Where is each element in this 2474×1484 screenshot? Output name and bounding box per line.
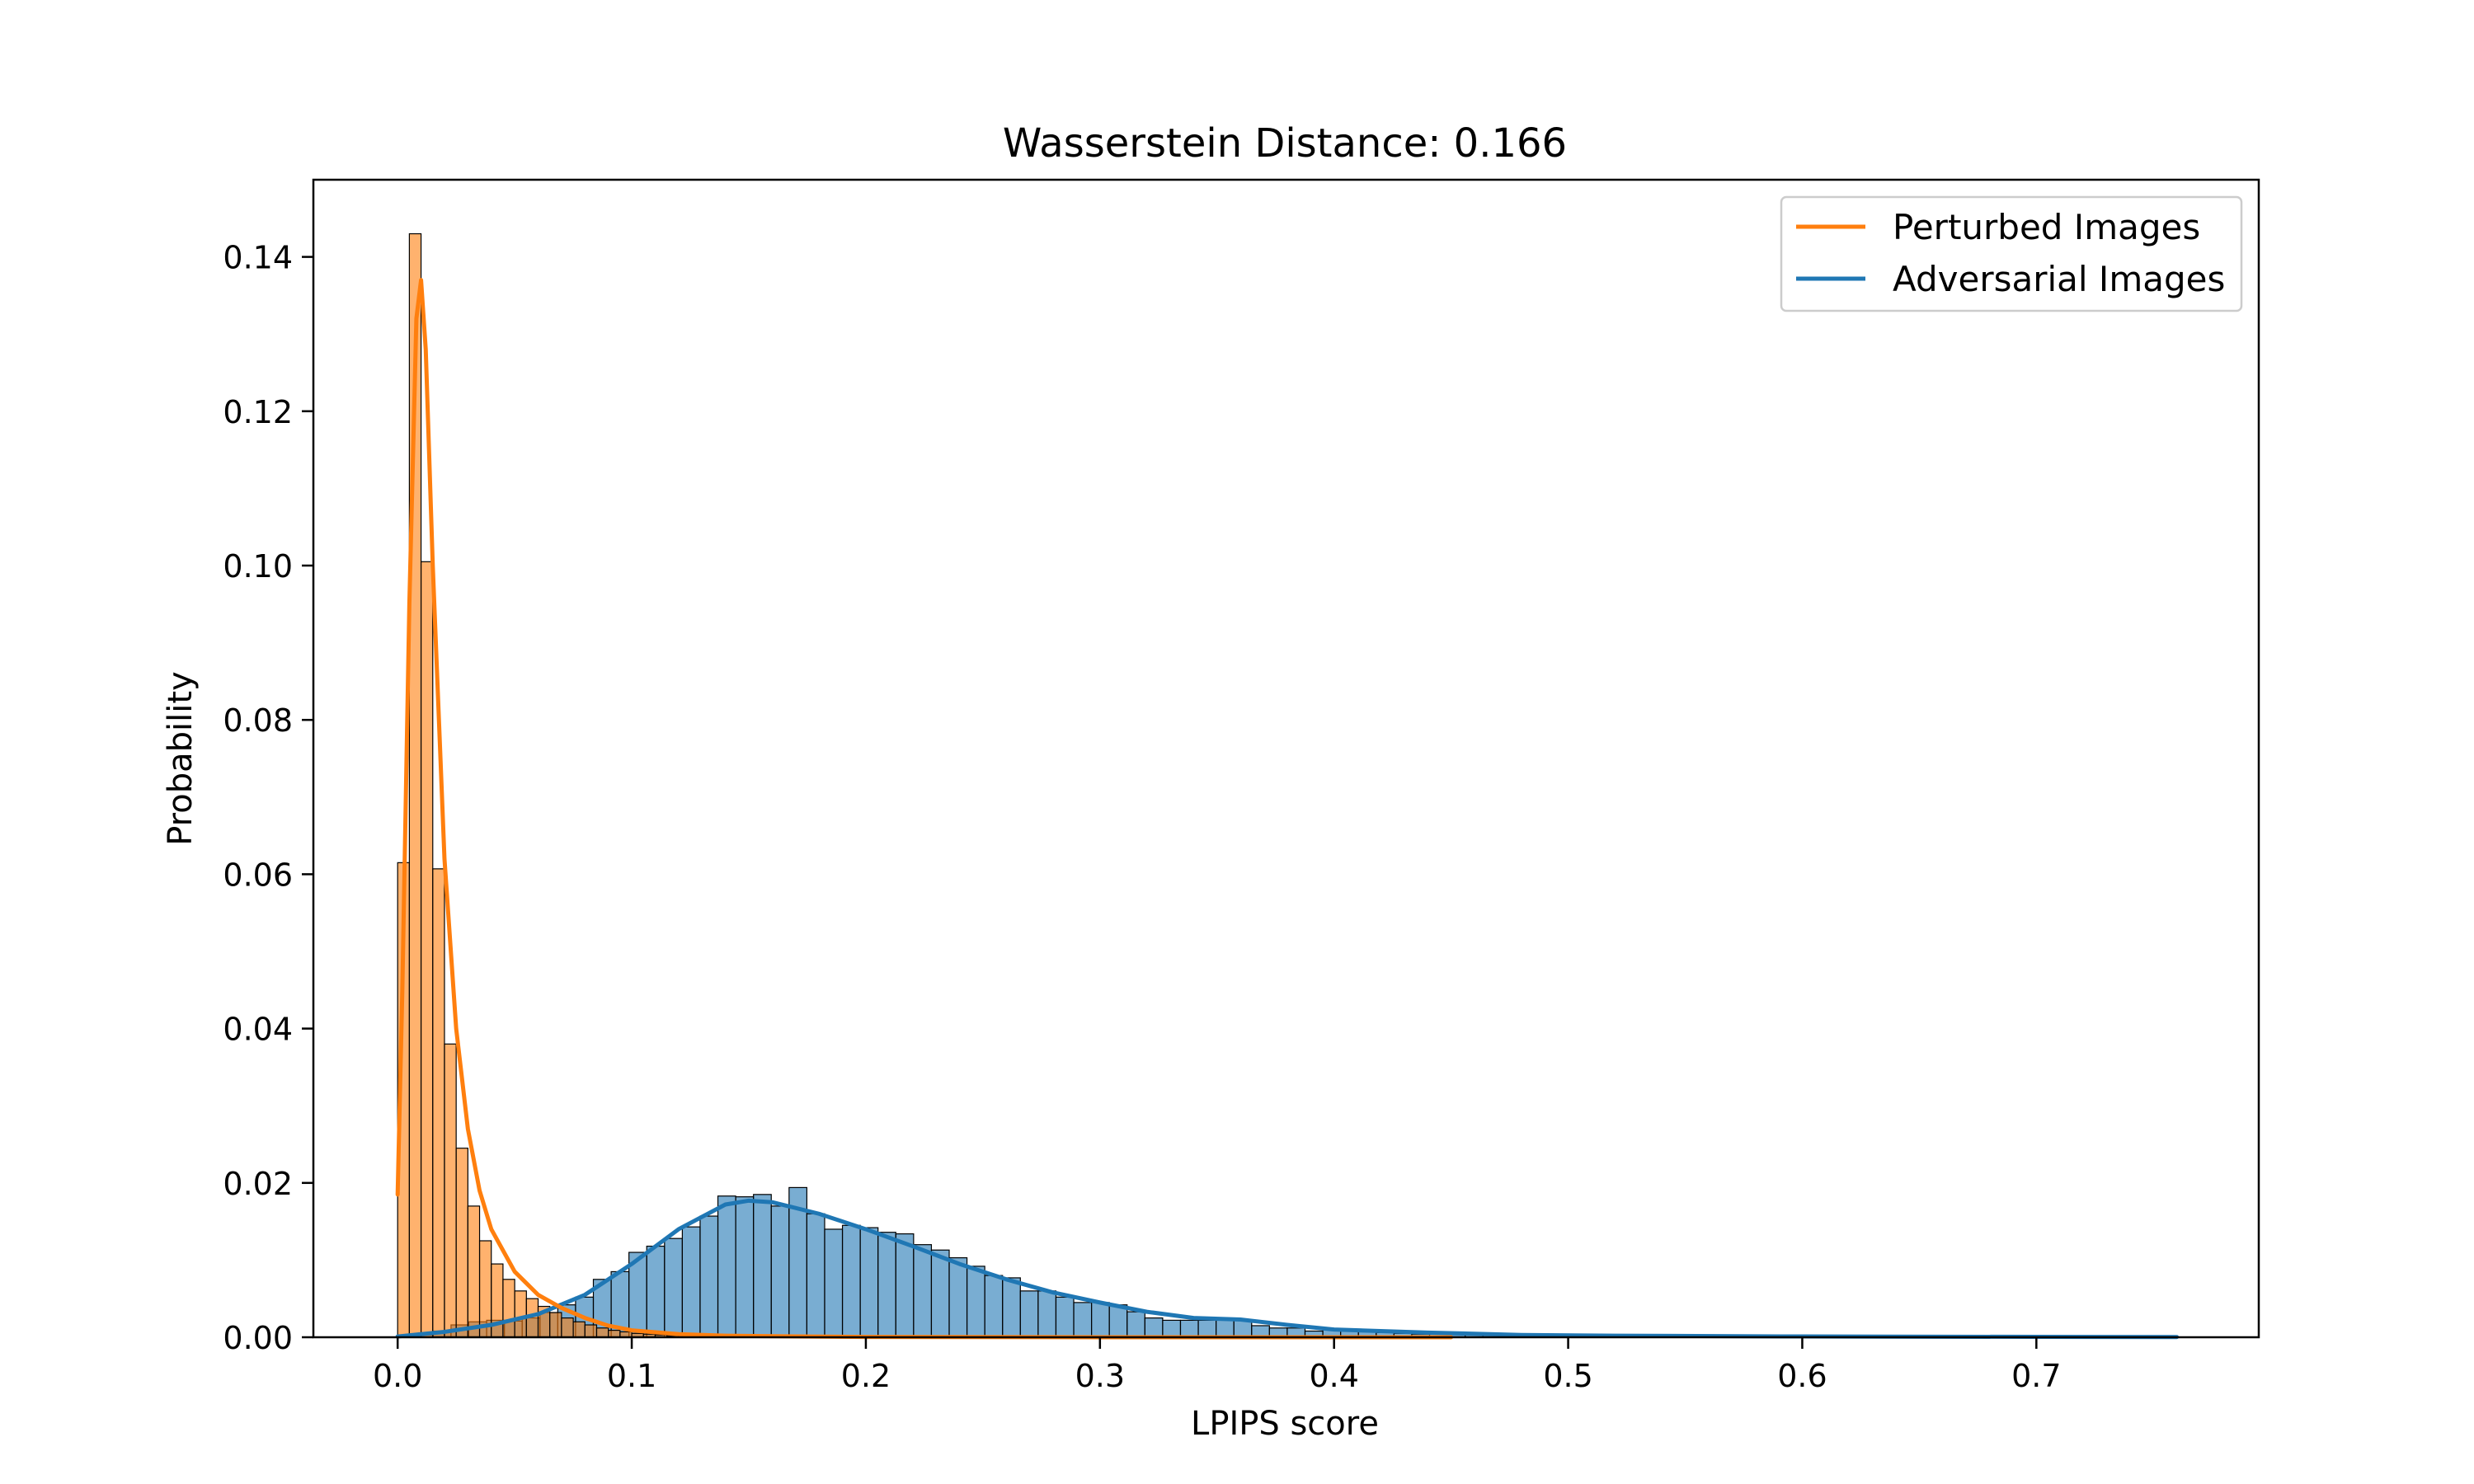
legend-label-perturbed: Perturbed Images xyxy=(1893,207,2200,247)
y-tick-label-5: 0.10 xyxy=(223,548,293,585)
y-tick-label-0: 0.00 xyxy=(223,1320,293,1356)
x-tick-label-1: 0.1 xyxy=(607,1358,656,1394)
y-axis-label: Probability xyxy=(162,671,200,845)
bar-adversarial-images-33 xyxy=(984,1275,1004,1338)
bar-adversarial-images-30 xyxy=(930,1249,950,1338)
x-tick-label-7: 0.7 xyxy=(2011,1358,2061,1394)
bar-perturbed-images-16 xyxy=(584,1324,598,1338)
bar-adversarial-images-17 xyxy=(699,1215,719,1338)
bar-adversarial-images-24 xyxy=(824,1228,844,1338)
bar-adversarial-images-43 xyxy=(1162,1319,1182,1338)
bar-adversarial-images-16 xyxy=(681,1226,701,1338)
bar-adversarial-images-14 xyxy=(646,1245,666,1338)
bar-perturbed-images-4 xyxy=(444,1043,457,1338)
bar-perturbed-images-18 xyxy=(608,1329,621,1338)
bar-adversarial-images-39 xyxy=(1090,1302,1110,1338)
bar-adversarial-images-19 xyxy=(735,1196,755,1338)
bar-adversarial-images-44 xyxy=(1179,1319,1199,1338)
bar-adversarial-images-35 xyxy=(1019,1290,1039,1338)
y-tick-label-6: 0.12 xyxy=(223,394,293,430)
x-tick-label-5: 0.5 xyxy=(1543,1358,1592,1394)
bar-adversarial-images-37 xyxy=(1055,1296,1075,1338)
chart-title: Wasserstein Distance: 0.166 xyxy=(1003,120,1567,167)
x-tick-label-6: 0.6 xyxy=(1777,1358,1827,1394)
bar-perturbed-images-3 xyxy=(432,868,445,1338)
bar-adversarial-images-27 xyxy=(877,1232,896,1338)
y-tick-label-2: 0.04 xyxy=(223,1012,293,1048)
bar-perturbed-images-10 xyxy=(514,1290,527,1338)
bar-adversarial-images-18 xyxy=(717,1195,736,1338)
y-tick-label-4: 0.08 xyxy=(223,702,293,739)
axes-frame xyxy=(312,178,2260,1339)
bar-perturbed-images-7 xyxy=(478,1240,492,1338)
bar-perturbed-images-6 xyxy=(467,1205,481,1338)
bar-adversarial-images-46 xyxy=(1216,1319,1235,1338)
x-axis-ticks: 0.0 0.1 0.2 0.3 0.4 0.5 0.6 0.7 xyxy=(373,1337,2062,1394)
bar-adversarial-images-36 xyxy=(1037,1290,1057,1338)
bar-adversarial-images-20 xyxy=(753,1194,772,1338)
x-axis-label: LPIPS score xyxy=(1191,1405,1379,1443)
legend-label-adversarial: Adversarial Images xyxy=(1893,259,2225,299)
y-tick-label-7: 0.14 xyxy=(223,240,293,276)
bar-adversarial-images-15 xyxy=(664,1237,683,1338)
bar-adversarial-images-31 xyxy=(948,1256,968,1338)
bar-adversarial-images-47 xyxy=(1233,1319,1253,1338)
y-axis-ticks: 0.00 0.02 0.04 0.06 0.08 0.10 0.12 0.14 xyxy=(223,240,313,1356)
bar-perturbed-images-2 xyxy=(420,561,434,1338)
legend-box xyxy=(1780,195,2243,312)
y-tick-label-3: 0.06 xyxy=(223,857,293,893)
bar-adversarial-images-29 xyxy=(913,1244,933,1338)
x-tick-label-3: 0.3 xyxy=(1075,1358,1125,1394)
bar-adversarial-images-34 xyxy=(1002,1277,1021,1338)
bar-adversarial-images-32 xyxy=(966,1266,985,1338)
bar-adversarial-images-42 xyxy=(1144,1317,1164,1338)
bar-perturbed-images-14 xyxy=(561,1317,574,1338)
bar-adversarial-images-21 xyxy=(770,1205,790,1338)
x-tick-label-0: 0.0 xyxy=(373,1358,422,1394)
kde-line-perturbed-images xyxy=(395,278,1454,1340)
x-tick-label-4: 0.4 xyxy=(1309,1358,1358,1394)
bar-perturbed-images-13 xyxy=(549,1312,562,1338)
y-tick-label-1: 0.02 xyxy=(223,1166,293,1202)
bar-perturbed-images-17 xyxy=(595,1327,609,1338)
bar-perturbed-images-15 xyxy=(572,1321,586,1338)
bar-adversarial-images-40 xyxy=(1108,1304,1128,1338)
bar-adversarial-images-25 xyxy=(841,1224,861,1338)
legend: Perturbed Images Adversarial Images xyxy=(1780,195,2243,312)
bar-adversarial-images-45 xyxy=(1197,1319,1217,1338)
bar-adversarial-images-23 xyxy=(806,1213,825,1338)
bar-perturbed-images-5 xyxy=(455,1148,468,1338)
bar-adversarial-images-28 xyxy=(895,1233,915,1338)
x-tick-label-2: 0.2 xyxy=(841,1358,891,1394)
bar-perturbed-images-9 xyxy=(502,1279,515,1338)
bar-adversarial-images-41 xyxy=(1126,1311,1145,1338)
kde-line-adversarial-images xyxy=(395,1198,2180,1340)
bar-adversarial-images-38 xyxy=(1073,1302,1093,1338)
bar-adversarial-images-26 xyxy=(859,1227,879,1338)
